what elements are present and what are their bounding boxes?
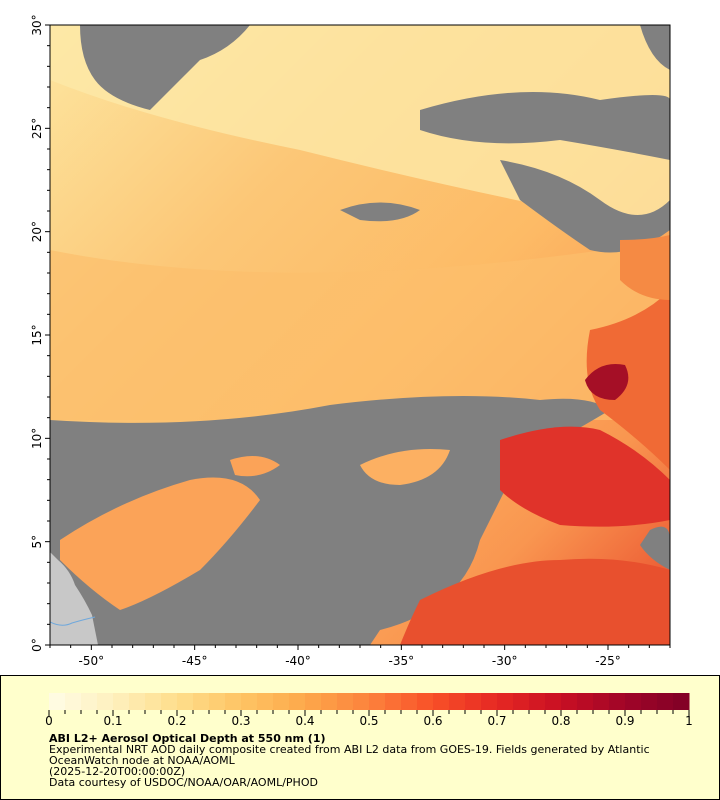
legend-panel: 0 0.1 0.2 0.3 0.4 0.5 0.6 0.7 0.8 0.9 1 ABI L2+ Ae… xyxy=(0,675,720,800)
land-south-america xyxy=(50,552,98,645)
colorbar-segment xyxy=(609,693,626,710)
axes: 0° 5° 10° 15° 20° 25° 30° -50° -45° -40° -35° -30° -… xyxy=(30,14,671,668)
colorbar-tick-label: 0.9 xyxy=(615,714,634,726)
colorbar-segment xyxy=(145,693,162,710)
colorbar-tick-label: 0.4 xyxy=(295,714,314,726)
colorbar-segment xyxy=(529,693,546,710)
colorbar-segment xyxy=(513,693,530,710)
colorbar-segment xyxy=(385,693,402,710)
colorbar: 0 0.1 0.2 0.3 0.4 0.5 0.6 0.7 0.8 0.9 1 xyxy=(45,693,693,726)
colorbar-tick-label: 0.6 xyxy=(423,714,442,726)
colorbar-segment xyxy=(113,693,130,710)
colorbar-segment xyxy=(241,693,258,710)
legend-title: ABI L2+ Aerosol Optical Depth at 550 nm … xyxy=(49,732,326,745)
colorbar-segment xyxy=(161,693,178,710)
colorbar-segment xyxy=(401,693,418,710)
lat-tick-label: 10° xyxy=(30,428,44,449)
lat-tick-label: 20° xyxy=(30,221,44,242)
colorbar-segment xyxy=(657,693,674,710)
colorbar-segment xyxy=(305,693,322,710)
colorbar-tick-label: 0.7 xyxy=(487,714,506,726)
colorbar-segment xyxy=(273,693,290,710)
lat-tick-label: 30° xyxy=(30,14,44,35)
colorbar-segment xyxy=(465,693,482,710)
colorbar-segment xyxy=(433,693,450,710)
aod-band xyxy=(50,240,670,420)
lon-tick-label: -35° xyxy=(389,654,415,668)
colorbar-segment xyxy=(497,693,514,710)
colorbar-segment xyxy=(321,693,338,710)
colorbar-segment xyxy=(353,693,370,710)
legend-credit: Data courtesy of USDOC/NOAA/OAR/AOML/PHO… xyxy=(49,776,318,789)
colorbar-segment xyxy=(593,693,610,710)
river xyxy=(50,616,96,626)
colorbar-segment xyxy=(81,693,98,710)
colorbar-tick-label: 1 xyxy=(685,714,693,726)
colorbar-tick-label: 0.1 xyxy=(103,714,122,726)
colorbar-segment xyxy=(625,693,642,710)
lat-tick-label: 25° xyxy=(30,118,44,139)
colorbar-segment xyxy=(97,693,114,710)
colorbar-segment xyxy=(65,693,82,710)
aod-patches xyxy=(60,235,670,645)
colorbar-tick-label: 0 xyxy=(45,714,53,726)
colorbar-segment xyxy=(545,693,562,710)
legend-description-2: OceanWatch node at NOAA/AOML xyxy=(49,754,235,767)
lat-tick-label: 5° xyxy=(30,535,44,549)
lon-tick-label: -40° xyxy=(285,654,311,668)
colorbar-segment xyxy=(225,693,242,710)
colorbar-segment xyxy=(369,693,386,710)
colorbar-segment xyxy=(129,693,146,710)
colorbar-tick-label: 0.5 xyxy=(359,714,378,726)
lon-tick-label: -25° xyxy=(595,654,621,668)
lon-tick-label: -30° xyxy=(492,654,518,668)
legend-time: (2025-12-20T00:00:00Z) xyxy=(49,765,186,778)
colorbar-segment xyxy=(481,693,498,710)
colorbar-segment xyxy=(193,693,210,710)
colorbar-tick-label: 0.3 xyxy=(231,714,250,726)
colorbar-segment xyxy=(449,693,466,710)
colorbar-segment xyxy=(289,693,306,710)
colorbar-segment xyxy=(641,693,658,710)
colorbar-segment xyxy=(417,693,434,710)
lat-tick-label: 15° xyxy=(30,324,44,345)
lon-tick-label: -45° xyxy=(182,654,208,668)
colorbar-segment xyxy=(257,693,274,710)
colorbar-segment xyxy=(337,693,354,710)
colorbar-tick-label: 0.8 xyxy=(551,714,570,726)
legend-description-1: Experimental NRT AOD daily composite cre… xyxy=(49,743,650,756)
aod-map: 0° 5° 10° 15° 20° 25° 30° -50° -45° -40° -35° -30° -… xyxy=(30,14,671,668)
colorbar-tick-label: 0.2 xyxy=(167,714,186,726)
no-data-regions xyxy=(50,25,670,645)
colorbar-segment xyxy=(177,693,194,710)
lat-tick-label: 0° xyxy=(30,638,44,652)
colorbar-segment xyxy=(561,693,578,710)
colorbar-segment xyxy=(209,693,226,710)
colorbar-segment xyxy=(673,693,690,710)
lon-tick-label: -50° xyxy=(79,654,105,668)
colorbar-segment xyxy=(577,693,594,710)
colorbar-segment xyxy=(49,693,66,710)
